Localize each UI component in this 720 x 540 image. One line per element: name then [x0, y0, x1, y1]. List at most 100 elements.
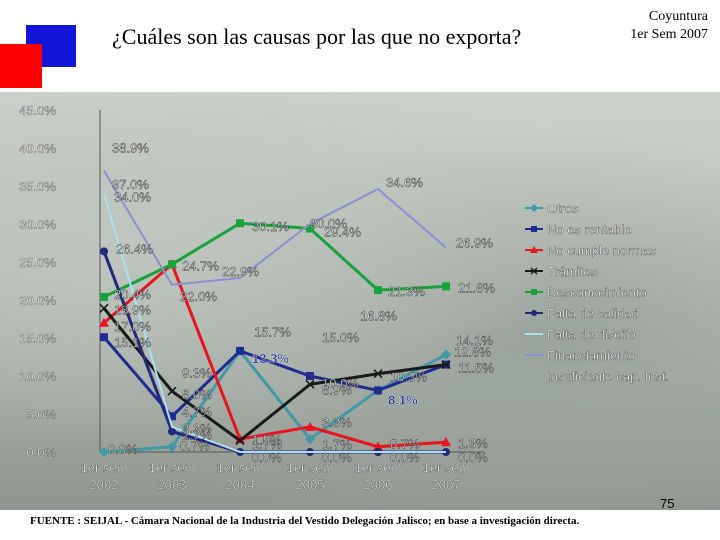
data-point [99, 303, 109, 313]
data-point [306, 372, 314, 380]
legend-label: No cumple normas [547, 243, 657, 258]
data-label: 21.3% [388, 284, 425, 299]
legend-label: Falta de calidad [547, 306, 639, 321]
data-label: 10.3% [390, 370, 427, 385]
y-tick-label: 5.0% [26, 407, 56, 422]
source-note: FUENTE : SEIJAL - Cámara Nacional de la … [30, 515, 580, 527]
data-label: 15.0% [322, 330, 359, 345]
logo [0, 0, 80, 90]
y-tick-label: 40.0% [19, 141, 56, 156]
data-point [99, 447, 109, 457]
data-point [305, 379, 315, 389]
data-label: 3.3% [322, 415, 352, 430]
y-tick-label: 0.0% [26, 445, 56, 460]
period-badge-line2: 1er Sem 2007 [630, 27, 708, 42]
logo-red-square [0, 44, 42, 88]
data-label: 1.5% [252, 433, 282, 448]
x-tick-label: 2005 [296, 477, 325, 492]
legend-label: Insuficiente cap. Inst. [547, 369, 669, 384]
x-tick-label: 1er sem [217, 460, 264, 475]
x-tick-label: 1er sem [423, 460, 470, 475]
data-label: 18.9% [114, 302, 151, 317]
data-label: 8.9% [322, 382, 352, 397]
y-tick-label: 10.0% [19, 369, 56, 384]
data-label: 2.7% [182, 427, 212, 442]
data-label: 1.7% [322, 437, 352, 452]
data-label: 4.7% [182, 404, 212, 419]
legend-label: Falta de diseño [547, 327, 636, 342]
data-label: 3.3% [182, 421, 212, 436]
data-label: 26.9% [456, 236, 493, 251]
data-label: 15.7% [254, 325, 291, 340]
series-line [103, 170, 447, 286]
data-label: 0.7% [180, 439, 210, 454]
data-label: 0.0% [252, 450, 282, 465]
data-point [442, 282, 450, 291]
data-label: 34.6% [386, 175, 423, 190]
x-tick-label: 2007 [432, 477, 461, 492]
x-tick-label: 1er sem [287, 460, 334, 475]
data-label: 14.1% [456, 333, 493, 348]
data-label: 16.8% [360, 308, 397, 323]
data-point [373, 369, 383, 379]
slide-title: ¿Cuáles son las causas por las que no ex… [112, 24, 522, 49]
legend-marker [530, 267, 538, 275]
legend-label: Financiamiento [547, 348, 635, 363]
data-point [374, 386, 382, 395]
data-point [441, 360, 451, 370]
data-label: 15.1% [114, 335, 151, 350]
data-point [167, 441, 177, 452]
data-point [373, 441, 383, 451]
data-label: 1.3% [458, 436, 488, 451]
data-label: 17.0% [114, 319, 151, 334]
legend-marker [531, 310, 537, 316]
series-line [102, 307, 447, 443]
data-label: 30.1% [252, 219, 289, 234]
legend-marker [530, 204, 538, 212]
data-label: 22.9% [222, 264, 259, 279]
page-number: 75 [660, 496, 675, 511]
data-point [374, 286, 382, 295]
series-line [103, 348, 447, 454]
data-point [441, 437, 451, 447]
data-point [235, 434, 245, 444]
data-label: 0.0% [458, 450, 488, 465]
legend-marker [531, 289, 537, 295]
data-point [99, 317, 109, 327]
x-tick-label: 1er sem [81, 460, 128, 475]
data-label: 34.0% [114, 190, 151, 205]
legend-label: Trámites [547, 264, 598, 279]
data-label: 20.4% [114, 287, 151, 302]
x-tick-label: 2004 [226, 477, 255, 492]
y-tick-label: 45.0% [19, 103, 56, 118]
data-label: 9.3% [182, 365, 212, 380]
x-tick-label: 2006 [364, 477, 393, 492]
y-tick-label: 20.0% [19, 293, 56, 308]
y-tick-label: 35.0% [19, 179, 56, 194]
data-label: 22.0% [180, 289, 217, 304]
data-label: 8.1% [388, 392, 418, 407]
data-label: 11.5% [458, 361, 494, 376]
x-tick-label: 2003 [158, 477, 187, 492]
period-badge: Coyuntura 1er Sem 2007 [598, 8, 708, 44]
y-tick-label: 15.0% [19, 331, 56, 346]
data-label: 30.0% [310, 216, 347, 231]
data-point [235, 436, 245, 446]
data-label: 0.0% [108, 442, 138, 457]
series-line [103, 221, 447, 299]
data-label: 13.3% [252, 351, 289, 366]
legend-marker [530, 246, 538, 253]
data-label: 0.0% [322, 450, 352, 465]
x-tick-label: 2002 [90, 477, 119, 492]
series-line [103, 193, 446, 453]
period-badge-line1: Coyuntura [648, 9, 708, 24]
data-point [100, 333, 108, 342]
data-point [100, 292, 108, 301]
y-tick-label: 25.0% [19, 255, 56, 270]
chart: 0.0% 5.0% 10.0% 15.0% 20.0% 25.0% 30.0% 35.0% 40… [0, 92, 720, 510]
data-point [236, 346, 244, 355]
data-point [441, 349, 451, 360]
data-point [168, 412, 176, 421]
data-label: 21.8% [458, 280, 495, 295]
chart-svg: 0.0% 5.0% 10.0% 15.0% 20.0% 25.0% 30.0% 35.0% 40… [19, 103, 669, 492]
